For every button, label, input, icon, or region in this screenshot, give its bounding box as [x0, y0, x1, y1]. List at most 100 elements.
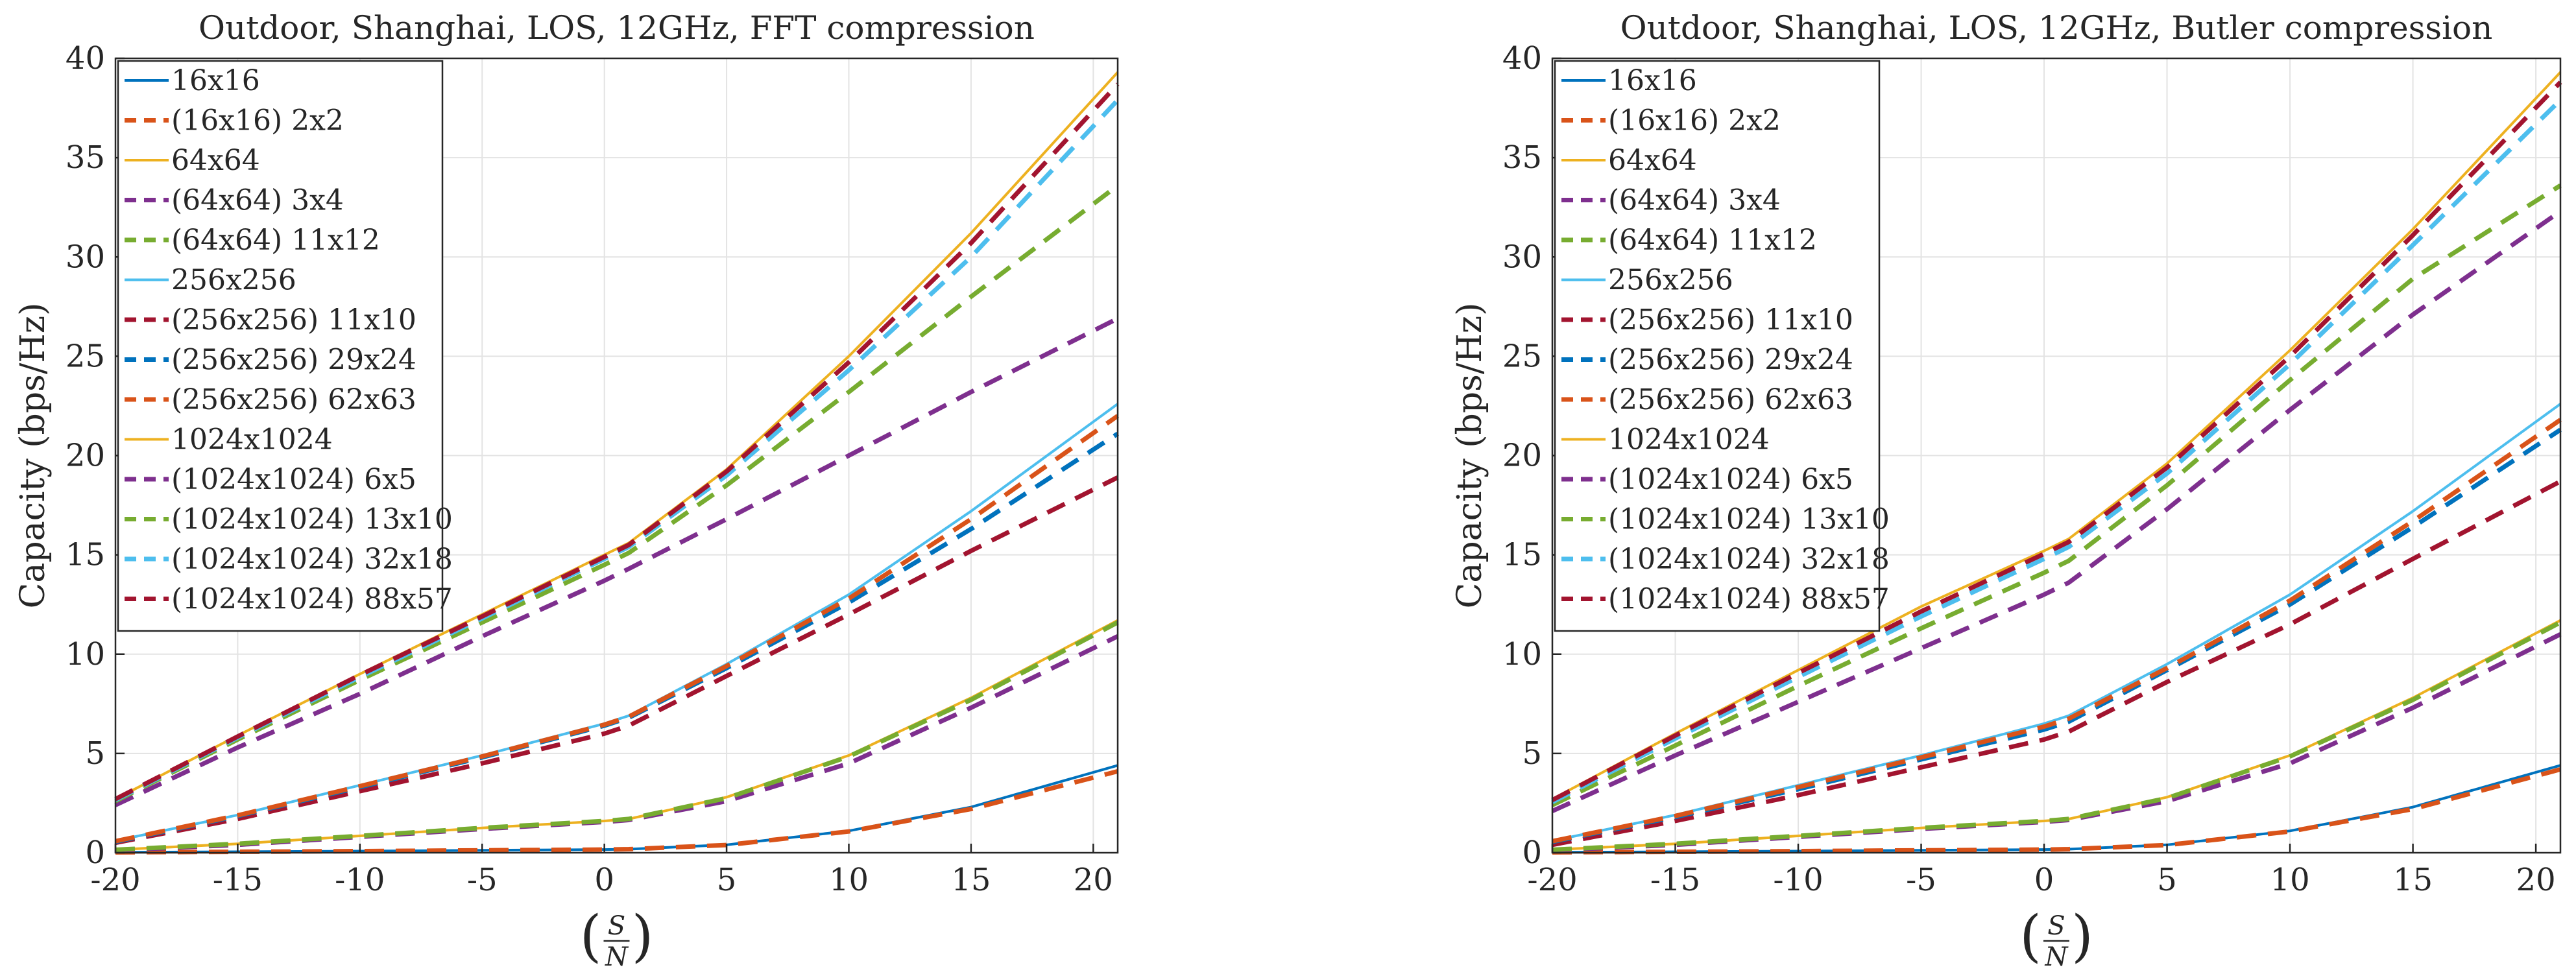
chart-panel-butler: -20 -15 -10 -5 0 5 10 15 20 0 5 10 15 20 25 30 35 40 Outdo… — [1451, 9, 2562, 972]
series-line-5 — [115, 620, 1119, 852]
x-tick-label: -15 — [1650, 862, 1700, 898]
x-label-right-paren: ) — [632, 904, 654, 969]
y-tick-label: 5 — [85, 735, 105, 772]
legend-label-12: (1024x1024) 13x10 — [171, 503, 453, 536]
x-label-denominator: N — [2045, 942, 2069, 972]
legend-label-12: (1024x1024) 13x10 — [1608, 503, 1890, 536]
legend-label-6: 256x256 — [1608, 264, 1733, 297]
x-tick-label: 10 — [2270, 862, 2310, 898]
y-tick-label: 30 — [66, 239, 105, 275]
series-line-7 — [1552, 479, 2562, 848]
y-tick-label: 25 — [66, 338, 105, 374]
x-tick-label: 5 — [717, 862, 737, 898]
series-line-2 — [1552, 767, 2561, 855]
legend-box — [117, 60, 444, 632]
series-line-9 — [1552, 418, 2562, 844]
legend-label-3: 64x64 — [171, 144, 260, 177]
legend-label-4: (64x64) 3x4 — [1608, 184, 1781, 217]
legend-label-7: (256x256) 11x10 — [1608, 303, 1853, 337]
x-tick-label: -10 — [335, 862, 385, 898]
legend-label-3: 64x64 — [1608, 144, 1697, 177]
y-tick-label: 5 — [1522, 735, 1542, 772]
y-axis-label: Capacity (bps/Hz) — [14, 303, 53, 609]
x-axis-label: (SN) — [580, 904, 654, 972]
y-tick-label: 35 — [1502, 139, 1542, 176]
legend-label-11: (1024x1024) 6x5 — [171, 463, 416, 496]
legend-label-1: 16x16 — [1608, 64, 1697, 97]
x-tick-label: 10 — [829, 862, 869, 898]
x-tick-label: 5 — [2157, 862, 2177, 898]
chart-panel-fft: -20 -15 -10 -5 0 5 10 15 20 0 5 10 15 20 25 30 35 40 Outdo… — [14, 9, 1120, 972]
y-tick-label: 0 — [85, 835, 105, 871]
x-tick-label: -5 — [1906, 862, 1936, 898]
legend-box — [1554, 60, 1881, 632]
legend-label-9: (256x256) 62x63 — [171, 383, 416, 416]
x-label-right-paren: ) — [2071, 904, 2093, 969]
legend-label-13: (1024x1024) 32x18 — [1608, 543, 1890, 576]
y-tick-label: 40 — [66, 40, 105, 77]
legend-label-1: 16x16 — [171, 64, 260, 97]
series-line-5 — [1552, 620, 2562, 852]
x-label-left-paren: ( — [580, 904, 602, 969]
x-tick-label: 20 — [1074, 862, 1113, 898]
legend-label-2: (16x16) 2x2 — [171, 104, 344, 137]
x-label-denominator: N — [605, 942, 629, 972]
legend: 16x16 (16x16) 2x2 64x64 (64x64) 3x4 (64x64) … — [1554, 60, 1890, 632]
legend-label-8: (256x256) 29x24 — [171, 344, 416, 377]
legend-label-6: 256x256 — [171, 264, 296, 297]
legend-label-14: (1024x1024) 88x57 — [171, 583, 453, 616]
x-tick-label: 0 — [2034, 862, 2054, 898]
x-tick-label: 0 — [594, 862, 614, 898]
x-tick-label: -5 — [467, 862, 498, 898]
x-axis-label: (SN) — [2019, 904, 2093, 972]
series-line-2 — [115, 769, 1118, 855]
legend-label-9: (256x256) 62x63 — [1608, 383, 1853, 416]
series-line-9 — [115, 414, 1120, 844]
series-line-10 — [1552, 71, 2562, 801]
legend-label-14: (1024x1024) 88x57 — [1608, 583, 1890, 616]
x-tick-label: -10 — [1773, 862, 1823, 898]
legend-label-8: (256x256) 29x24 — [1608, 344, 1853, 377]
x-tick-label: 20 — [2516, 862, 2556, 898]
x-tick-label: -15 — [213, 862, 263, 898]
series-line-11 — [114, 316, 1119, 807]
legend-label-2: (16x16) 2x2 — [1608, 104, 1781, 137]
chart-title: Outdoor, Shanghai, LOS, 12GHz, FFT compr… — [199, 9, 1035, 47]
legend-label-10: 1024x1024 — [1608, 423, 1770, 457]
series-line-14 — [1551, 80, 2562, 802]
x-tick-label: -20 — [90, 862, 140, 898]
x-tick-label: 15 — [2393, 862, 2433, 898]
x-label-left-paren: ( — [2019, 904, 2041, 969]
series-line-11 — [1551, 209, 2562, 813]
y-axis-label: Capacity (bps/Hz) — [1451, 303, 1489, 609]
legend-label-7: (256x256) 11x10 — [171, 303, 416, 337]
y-tick-label: 15 — [66, 537, 105, 573]
series-line-12 — [1551, 184, 2562, 807]
y-tick-label: 15 — [1502, 537, 1542, 573]
legend: 16x16 (16x16) 2x2 64x64 (64x64) 3x4 (64x64) … — [117, 60, 453, 632]
y-tick-label: 0 — [1522, 835, 1542, 871]
y-tick-label: 25 — [1502, 338, 1542, 374]
legend-label-13: (1024x1024) 32x18 — [171, 543, 453, 576]
series-line-14 — [114, 82, 1120, 802]
x-label-numerator: S — [2047, 911, 2065, 941]
chart-title: Outdoor, Shanghai, LOS, 12GHz, Butler co… — [1620, 9, 2493, 47]
legend-label-5: (64x64) 11x12 — [171, 224, 380, 257]
legend-label-5: (64x64) 11x12 — [1608, 224, 1817, 257]
legend-label-10: 1024x1024 — [171, 423, 333, 457]
y-tick-label: 20 — [66, 438, 105, 474]
y-tick-label: 35 — [66, 139, 105, 176]
y-tick-label: 20 — [1502, 438, 1542, 474]
series-line-13 — [1551, 98, 2562, 805]
legend-label-4: (64x64) 3x4 — [171, 184, 344, 217]
x-label-numerator: S — [608, 911, 625, 941]
y-tick-label: 10 — [1502, 636, 1542, 672]
x-tick-label: 15 — [951, 862, 991, 898]
y-tick-label: 30 — [1502, 239, 1542, 275]
y-tick-label: 40 — [1502, 40, 1542, 77]
legend-label-11: (1024x1024) 6x5 — [1608, 463, 1853, 496]
series-line-7 — [115, 475, 1119, 846]
x-tick-label: -20 — [1527, 862, 1577, 898]
y-tick-label: 10 — [66, 636, 105, 672]
